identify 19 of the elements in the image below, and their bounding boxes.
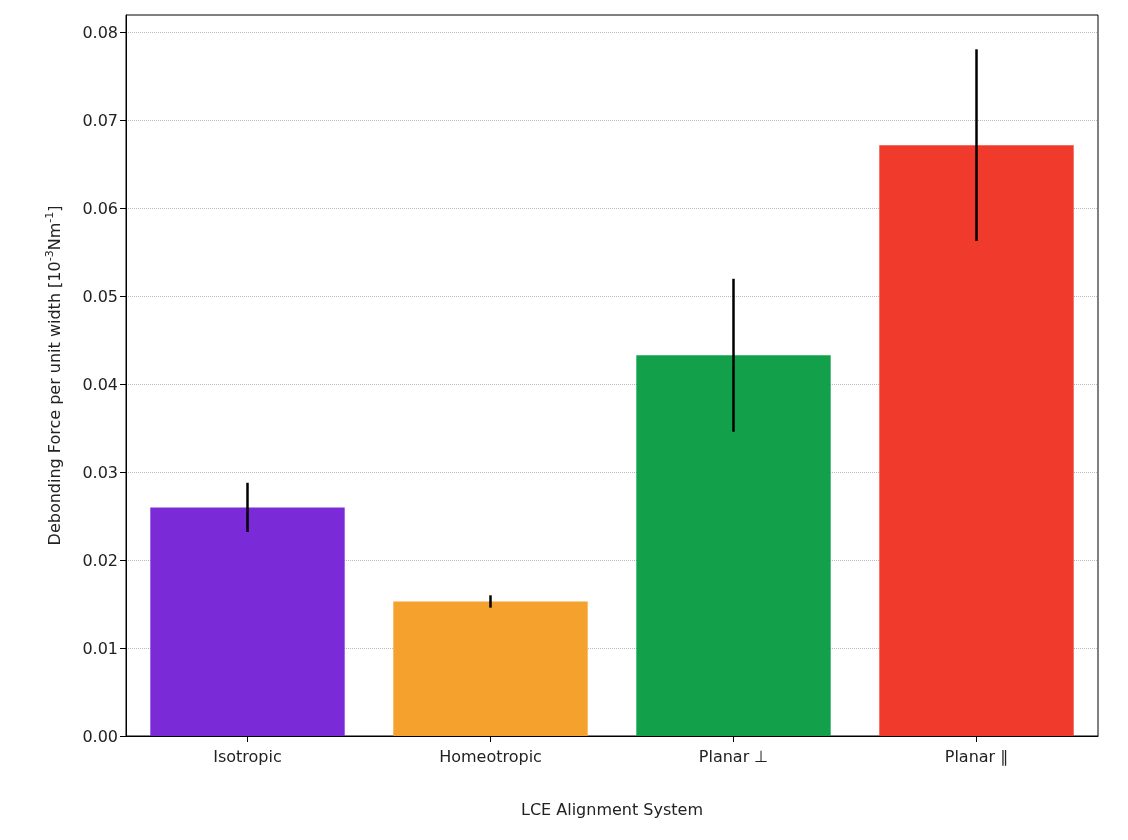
bar [879,145,1074,736]
y-axis-title: Debonding Force per unit width [10-3Nm-1] [43,205,64,546]
y-tick-label: 0.06 [82,198,118,218]
x-axis-title: LCE Alignment System [520,799,704,819]
y-tick-label: 0.05 [82,286,118,306]
y-tick-label: 0.01 [82,638,118,658]
x-tick-label: Planar ⊥ [698,746,769,766]
bar [393,601,588,736]
x-tick-label: Planar ∥ [944,746,1009,766]
y-tick-label: 0.00 [82,726,118,746]
y-tick-label: 0.03 [82,462,118,482]
y-tick-label: 0.02 [82,550,118,570]
bar [636,355,831,736]
x-tick-label: Homeotropic [439,746,542,766]
y-tick-label: 0.07 [82,111,118,131]
y-tick-label: 0.04 [82,374,118,394]
bar [150,507,345,736]
x-tick-label: Isotropic [213,746,282,766]
y-tick-label: 0.08 [82,23,118,43]
